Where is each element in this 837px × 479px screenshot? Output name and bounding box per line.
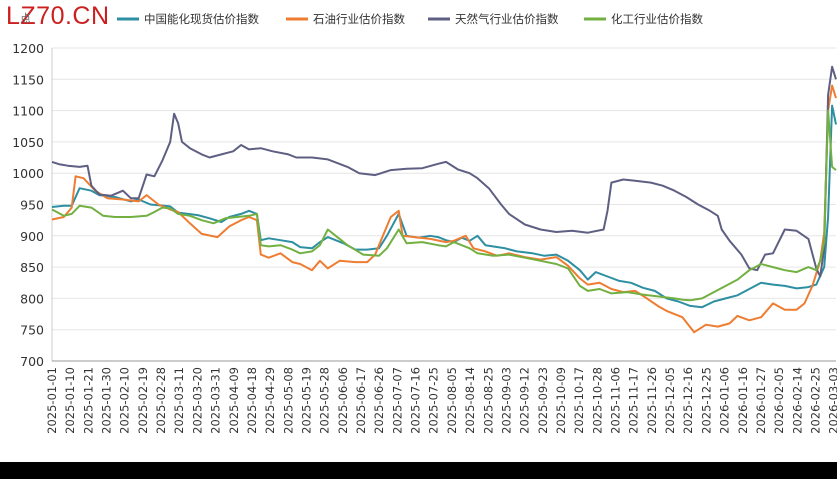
y-unit-label: 点 [20, 12, 31, 25]
chart-series [51, 65, 837, 334]
y-tick-label: 900 [20, 229, 44, 244]
legend-label-1: 中国能化现货估价指数 [144, 12, 259, 26]
x-tick-label: 2025-11-17 [627, 367, 641, 434]
x-tick-label: 2025-11-06 [609, 367, 623, 434]
x-tick-label: 2025-02-10 [118, 367, 132, 434]
line-chart: 中国能化现货估价指数 石油行业估价指数 天然气行业估价指数 化工行业估价指数 7007… [12, 12, 837, 434]
x-tick-label: 2025-05-28 [318, 367, 332, 434]
x-tick-label: 2025-06-26 [372, 367, 386, 434]
series-line-4 [51, 109, 837, 302]
x-tick-label: 2025-07-16 [409, 367, 423, 434]
series-line-3 [51, 65, 837, 278]
y-tick-label: 700 [20, 354, 44, 369]
x-tick-label: 2025-09-03 [499, 367, 513, 434]
x-tick-label: 2025-08-14 [463, 367, 477, 434]
y-tick-label: 850 [20, 260, 44, 275]
y-tick-label: 1200 [12, 41, 44, 56]
x-tick-label: 2025-01-21 [81, 367, 95, 434]
x-tick-label: 2025-08-25 [481, 367, 495, 434]
y-tick-label: 800 [20, 291, 44, 306]
x-tick-label: 2025-03-31 [209, 367, 223, 434]
series-line-1 [51, 104, 837, 309]
x-tick-label: 2026-03-03 [827, 367, 837, 434]
y-tick-label: 1100 [12, 104, 44, 119]
x-tick-label: 2025-12-16 [681, 367, 695, 434]
x-tick-label: 2025-07-07 [390, 367, 404, 434]
y-axis: 700 750 800 850 900 950 1000 1050 1100 1150 1200 [12, 41, 53, 369]
x-tick-label: 2025-10-09 [554, 367, 568, 434]
x-tick-label: 2025-05-08 [281, 367, 295, 434]
x-tick-label: 2025-03-11 [172, 367, 186, 434]
x-tick-label: 2025-09-23 [536, 367, 550, 434]
series-line-2 [51, 84, 837, 334]
y-tick-label: 750 [20, 323, 44, 338]
x-tick-label: 2025-04-29 [263, 367, 277, 434]
chart-legend: 中国能化现货估价指数 石油行业估价指数 天然气行业估价指数 化工行业估价指数 [117, 12, 703, 26]
legend-label-2: 石油行业估价指数 [313, 12, 405, 26]
x-tick-label: 2026-02-25 [808, 367, 822, 434]
x-tick-label: 2025-05-19 [299, 367, 313, 434]
x-tick-label: 2025-11-26 [645, 367, 659, 434]
x-tick-label: 2025-01-30 [100, 367, 114, 434]
x-tick-label: 2026-01-06 [718, 367, 732, 434]
y-tick-label: 1050 [12, 135, 44, 150]
x-tick-label: 2025-12-05 [663, 367, 677, 434]
x-tick-label: 2025-07-25 [427, 367, 441, 434]
x-tick-label: 2025-12-25 [699, 367, 713, 434]
x-tick-label: 2025-04-18 [245, 367, 259, 434]
x-tick-label: 2026-02-05 [772, 367, 786, 434]
legend-label-4: 化工行业估价指数 [611, 12, 703, 26]
y-tick-label: 1150 [12, 72, 44, 87]
x-tick-label: 2025-03-20 [190, 367, 204, 434]
site-logo: LZ70.CN [6, 2, 110, 30]
x-axis: 2025-01-01 2025-01-10 2025-01-21 2025-01-30… [45, 360, 837, 434]
x-tick-label: 2025-09-12 [518, 367, 532, 434]
y-tick-label: 950 [20, 198, 44, 213]
x-tick-label: 2026-02-14 [790, 367, 804, 434]
y-tick-label: 1000 [12, 166, 44, 181]
x-tick-label: 2025-06-06 [336, 367, 350, 434]
x-tick-label: 2026-01-16 [736, 367, 750, 434]
x-tick-label: 2026-01-27 [754, 367, 768, 434]
x-tick-label: 2025-04-09 [227, 367, 241, 434]
x-tick-label: 2025-06-17 [354, 367, 368, 434]
x-tick-label: 2025-02-28 [154, 367, 168, 434]
chart-grid [52, 47, 836, 362]
bottom-bar [0, 462, 837, 479]
x-tick-label: 2025-01-01 [45, 367, 59, 434]
legend-label-3: 天然气行业估价指数 [455, 12, 559, 26]
x-tick-label: 2025-10-17 [572, 367, 586, 434]
x-tick-label: 2025-02-19 [136, 367, 150, 434]
x-tick-label: 2025-08-05 [445, 367, 459, 434]
x-tick-label: 2025-10-28 [590, 367, 604, 434]
x-tick-label: 2025-01-10 [63, 367, 77, 434]
